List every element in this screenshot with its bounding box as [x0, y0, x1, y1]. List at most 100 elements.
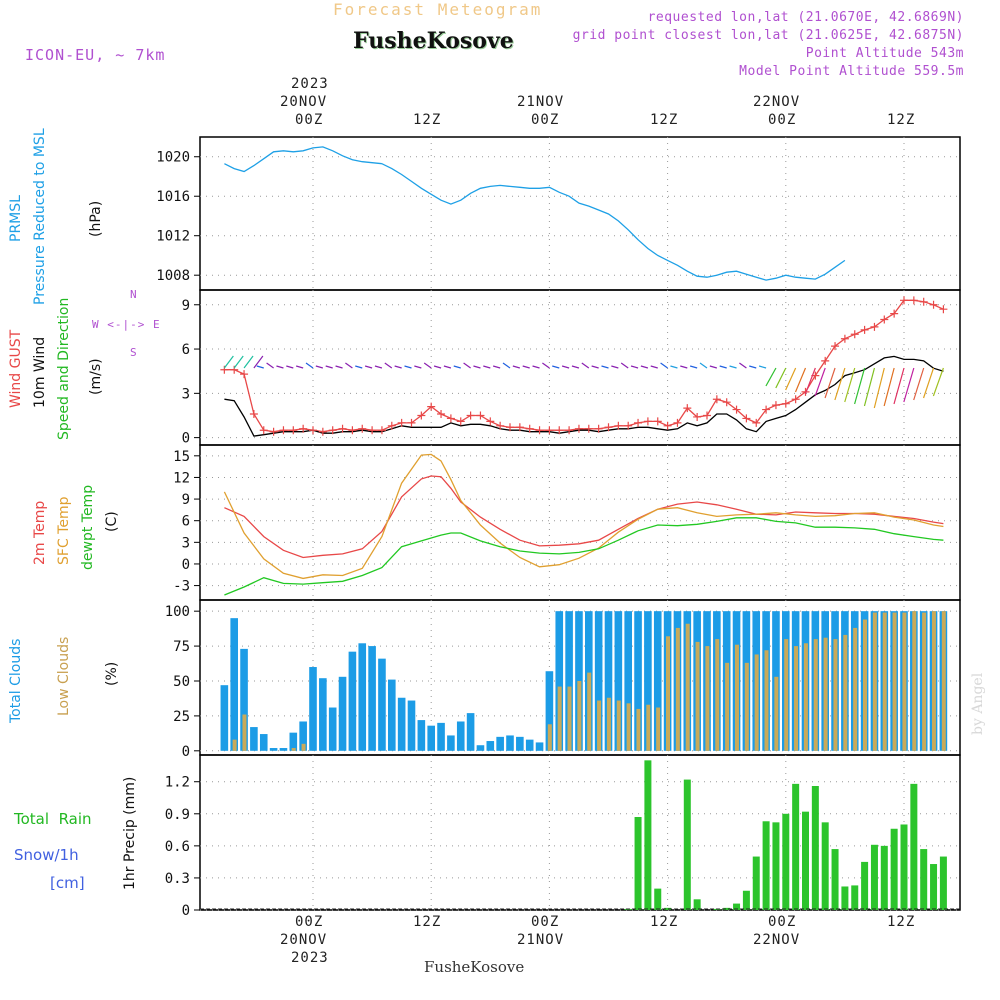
wind-arrow — [473, 365, 481, 369]
total-cloud-bar — [250, 727, 258, 751]
gust-point — [870, 322, 879, 331]
rain-bar — [644, 760, 652, 910]
wind-arrow — [542, 362, 550, 369]
rain-bar — [861, 861, 869, 910]
low-cloud-bar — [616, 700, 621, 751]
rain-bar — [654, 888, 662, 910]
gust-point — [525, 424, 534, 433]
wind-arrow — [824, 367, 836, 399]
low-cloud-bar — [853, 627, 858, 751]
wind-arrow — [913, 367, 925, 401]
wind-arrow — [325, 365, 333, 369]
y-tick-label: 0 — [182, 431, 190, 447]
gust-point — [318, 427, 327, 436]
wind-arrow — [443, 365, 452, 369]
rain-bar — [782, 813, 790, 910]
wind-arrow — [873, 367, 885, 409]
wind-arrow — [689, 365, 698, 369]
wind-arrow — [630, 365, 639, 369]
wind-arrow — [384, 362, 393, 369]
bottom-tick-1: 00Z — [295, 914, 324, 930]
requested-coords: requested lon,lat (21.0670E, 42.6869N) — [647, 10, 964, 25]
wind-arrow — [758, 365, 767, 369]
y-tick-label: 100 — [165, 604, 190, 620]
gust-line — [224, 299, 944, 433]
wind-arrow — [335, 365, 343, 369]
rain-bar — [870, 844, 878, 910]
gust-point — [604, 423, 613, 432]
gust-point — [663, 421, 672, 430]
y-tick-label: 1020 — [156, 150, 190, 166]
gust-point — [840, 334, 849, 343]
wind-arrow — [305, 362, 314, 369]
y-tick-label: 0.3 — [165, 871, 190, 887]
total-cloud-bar — [456, 721, 465, 751]
total-cloud-bar — [358, 643, 367, 751]
gust-point — [437, 410, 446, 418]
pressure-unit: (hPa) — [88, 200, 104, 237]
wind-arrow — [374, 365, 383, 369]
sfc-temp-line — [223, 453, 944, 580]
wind-arrow — [804, 367, 816, 395]
total-cloud-bar — [348, 651, 357, 751]
gust-point — [427, 402, 436, 411]
total-cloud-bar — [259, 734, 268, 751]
grid-lines — [194, 137, 960, 911]
low-cloud-bar — [794, 646, 799, 751]
rain-bar — [900, 824, 908, 910]
gust-point — [683, 404, 692, 413]
bottom-date-2: 21NOV — [517, 932, 565, 948]
low-cloud-bar — [725, 662, 730, 751]
bottom-tick-3: 00Z — [531, 914, 560, 930]
y-tick-label: 0 — [182, 744, 190, 760]
gust-point — [860, 325, 869, 334]
rain-bar — [772, 822, 780, 910]
gust-point — [850, 330, 859, 339]
gust-point — [693, 412, 702, 421]
tick-labels: 1008 1012 1016 1020 0 3 6 9 -3 0 3 6 9 12 15 0 25 50 75 100… — [156, 150, 190, 919]
gust-point — [712, 395, 721, 404]
top-tick-3: 00Z — [531, 112, 560, 128]
total-cloud-bar — [555, 611, 564, 751]
dewpt-line — [224, 517, 944, 596]
gust-point — [742, 414, 751, 423]
total-cloud-bar — [516, 736, 524, 751]
gust-point — [890, 309, 899, 318]
wind-arrow — [243, 355, 254, 369]
y-tick-label: 12 — [173, 470, 190, 486]
gust-point — [831, 342, 840, 351]
point-marks — [220, 296, 948, 436]
wind-arrow — [364, 365, 373, 369]
y-tick-label: 75 — [173, 639, 190, 655]
wind-arrow — [453, 365, 461, 369]
total-cloud-bar — [319, 678, 327, 751]
panel-frames — [199, 136, 961, 911]
total-cloud-bar — [653, 611, 662, 751]
total-cloud-bar — [486, 741, 495, 751]
wind-arrow — [922, 367, 935, 399]
rain-bar — [821, 822, 829, 910]
low-cloud-bar — [912, 611, 917, 751]
wind-arrow — [729, 365, 737, 369]
gust-point — [574, 424, 583, 433]
gust-point — [338, 424, 347, 433]
rain-label: Total Rain — [14, 810, 92, 828]
total-cloud-bar — [299, 721, 307, 751]
wind-arrow — [785, 367, 797, 391]
low-cloud-bar — [656, 707, 661, 751]
gust-point — [929, 300, 938, 309]
wind-arrow — [719, 365, 727, 369]
total-cloud-bar — [388, 679, 396, 751]
low-cloud-bar — [242, 714, 247, 751]
gust-point — [486, 417, 495, 426]
wind-arrow — [620, 362, 629, 369]
rain-bar — [890, 828, 898, 910]
low-cloud-bar — [557, 686, 562, 751]
panel-1-frame — [199, 136, 961, 291]
sfc-label: SFC Temp — [56, 496, 72, 565]
low-cloud-bar — [892, 612, 897, 751]
gust-point — [545, 426, 554, 435]
low-cloud-bar — [784, 639, 789, 751]
wind-arrow — [650, 365, 658, 369]
wind-arrow — [286, 365, 294, 369]
